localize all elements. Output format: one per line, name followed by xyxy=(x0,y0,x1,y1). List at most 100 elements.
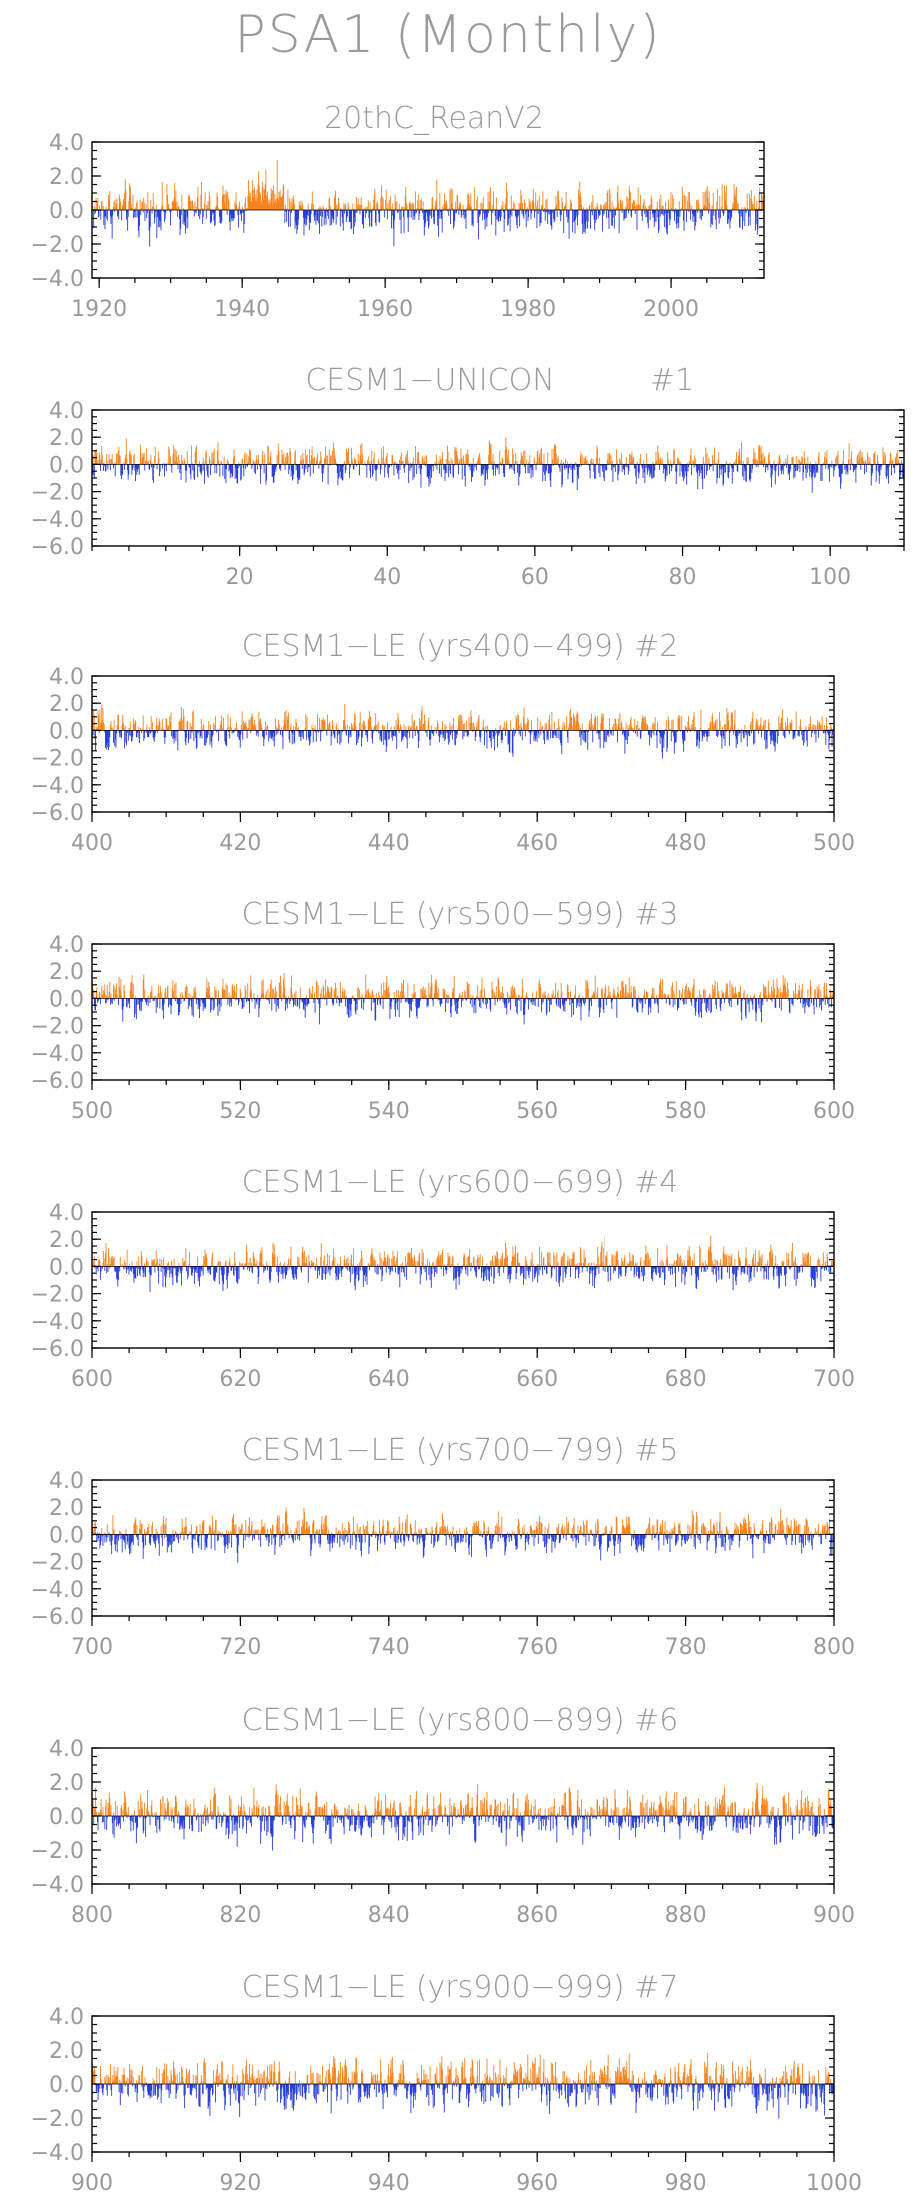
bar xyxy=(548,210,550,215)
bar xyxy=(707,996,709,999)
bar xyxy=(596,210,597,220)
bar xyxy=(396,730,398,749)
bar xyxy=(714,462,716,465)
bar xyxy=(519,202,521,210)
bar xyxy=(590,460,592,465)
bar xyxy=(511,730,513,754)
bar xyxy=(113,464,115,466)
bar xyxy=(724,192,726,210)
bar xyxy=(312,730,314,743)
bar xyxy=(280,196,282,210)
bar xyxy=(284,987,286,999)
bar xyxy=(612,210,614,218)
bar xyxy=(419,461,421,465)
bar xyxy=(843,464,845,466)
bar xyxy=(218,460,220,465)
bar xyxy=(280,464,282,471)
bar xyxy=(847,464,849,475)
bar xyxy=(521,456,523,465)
bar xyxy=(695,998,697,1012)
bar xyxy=(129,998,131,1009)
bar xyxy=(486,464,488,470)
bar xyxy=(237,464,239,484)
bar xyxy=(205,730,207,746)
bar xyxy=(540,987,542,999)
bar xyxy=(415,210,417,214)
bar xyxy=(627,464,629,475)
bar xyxy=(371,210,373,227)
bar xyxy=(291,730,293,745)
bar xyxy=(732,202,734,210)
bar xyxy=(278,724,280,731)
bar xyxy=(217,729,219,731)
bar xyxy=(280,730,281,735)
bar xyxy=(215,989,217,999)
bar xyxy=(812,464,814,477)
bar xyxy=(537,210,539,215)
bar xyxy=(267,446,269,465)
bar xyxy=(254,998,255,1000)
bar xyxy=(376,464,378,471)
bar xyxy=(261,200,263,210)
bar xyxy=(184,730,186,732)
bar xyxy=(520,195,522,210)
bar xyxy=(680,998,681,1001)
bar xyxy=(743,464,745,481)
bar xyxy=(154,730,156,737)
bar xyxy=(798,730,800,735)
bar xyxy=(275,986,276,999)
bar xyxy=(270,730,272,735)
bar xyxy=(242,998,244,1009)
bar xyxy=(140,998,142,1011)
bar xyxy=(279,464,281,468)
bar xyxy=(210,464,212,475)
bar xyxy=(444,724,446,731)
bar xyxy=(506,720,508,731)
bar xyxy=(482,727,484,731)
bar xyxy=(549,464,550,474)
bar xyxy=(133,210,135,212)
bar xyxy=(318,730,320,732)
bar xyxy=(467,194,469,210)
bar xyxy=(669,464,670,474)
bar xyxy=(572,464,574,483)
bar xyxy=(681,464,683,477)
bar xyxy=(694,210,696,227)
bar xyxy=(475,464,477,471)
bar xyxy=(892,464,894,469)
bar xyxy=(751,730,753,734)
bar xyxy=(581,730,583,735)
bar xyxy=(308,730,310,741)
bar xyxy=(539,453,541,465)
bar xyxy=(642,715,644,731)
bar xyxy=(527,717,529,731)
bar xyxy=(215,716,216,731)
bar xyxy=(560,998,562,1009)
bar xyxy=(239,730,241,741)
bar xyxy=(579,993,581,999)
bar xyxy=(889,452,891,465)
bar xyxy=(231,985,233,999)
bar xyxy=(523,464,525,467)
bar xyxy=(448,730,450,743)
bar xyxy=(639,727,641,731)
bar xyxy=(416,210,418,213)
bar xyxy=(150,991,152,999)
bar xyxy=(416,998,417,1016)
bar xyxy=(321,210,323,227)
bar xyxy=(782,730,784,736)
bar xyxy=(216,464,218,474)
bar xyxy=(450,464,451,474)
bar xyxy=(712,455,713,465)
bar xyxy=(307,730,309,738)
bar xyxy=(566,210,568,217)
bar xyxy=(849,464,851,471)
bar xyxy=(451,730,453,733)
bar xyxy=(151,985,153,999)
bar xyxy=(400,452,402,465)
bar xyxy=(765,464,766,473)
bar xyxy=(483,464,485,466)
bar xyxy=(800,461,801,465)
bar xyxy=(519,464,521,475)
bar xyxy=(715,730,717,736)
